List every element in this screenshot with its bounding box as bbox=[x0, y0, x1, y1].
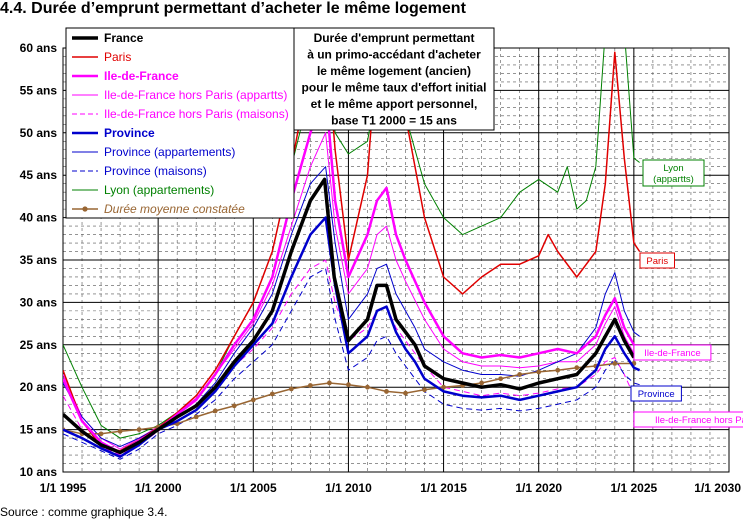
y-tick-label: 60 ans bbox=[20, 41, 58, 55]
series-lines bbox=[63, 48, 641, 460]
source-note: Source : comme graphique 3.4. bbox=[0, 505, 168, 519]
end-label-box bbox=[633, 344, 712, 361]
legend-box bbox=[65, 27, 295, 219]
note-box bbox=[293, 27, 495, 131]
end-label-text: Ile-de-France bbox=[644, 348, 701, 359]
legend-label: Province bbox=[104, 126, 155, 140]
legend-label: Lyon (appartements) bbox=[104, 183, 214, 197]
series-marker bbox=[327, 380, 332, 386]
legend-label: Paris bbox=[104, 50, 131, 64]
page-title: 4.4. Durée d’emprunt permettant d’achete… bbox=[0, 0, 466, 17]
end-label-text: Lyon bbox=[663, 163, 683, 174]
series-marker bbox=[536, 369, 542, 375]
y-axis-ticks: 10 ans 15 ans 20 ans 25 ans 30 ans 35 ans 40 a… bbox=[20, 41, 58, 479]
series-marker bbox=[269, 391, 275, 397]
y-tick-label: 20 ans bbox=[20, 380, 58, 394]
x-tick-label: 1/1 1995 bbox=[40, 481, 87, 495]
end-label-text: Province bbox=[638, 389, 675, 400]
y-tick-label: 50 ans bbox=[20, 126, 58, 140]
series-line-1 bbox=[63, 48, 641, 452]
y-tick-label: 55 ans bbox=[20, 83, 58, 97]
y-tick-label: 45 ans bbox=[20, 168, 58, 182]
end-label-box bbox=[630, 385, 682, 402]
y-tick-label: 35 ans bbox=[20, 253, 58, 267]
legend-label: Province (maisons) bbox=[104, 164, 207, 178]
series-marker bbox=[136, 427, 142, 432]
series-marker bbox=[384, 389, 389, 394]
y-tick-label: 40 ans bbox=[20, 211, 58, 225]
series-marker bbox=[612, 361, 618, 366]
note-line: et le même apport personnel, bbox=[311, 97, 478, 111]
series-marker bbox=[403, 390, 408, 396]
series-line-7 bbox=[63, 268, 640, 460]
chart-note: Durée d'emprunt permettant à un primo-acc… bbox=[293, 27, 495, 131]
end-label-text: (appartts) bbox=[653, 174, 694, 185]
series-marker bbox=[479, 380, 485, 386]
x-tick-label: 1/1 2015 bbox=[420, 481, 467, 495]
legend-label: Province (appartements) bbox=[104, 145, 235, 159]
end-label-box bbox=[639, 252, 675, 269]
note-line: Durée d'emprunt permettant bbox=[314, 31, 475, 45]
series-marker bbox=[555, 367, 561, 373]
series-marker bbox=[422, 387, 427, 393]
series-marker bbox=[307, 383, 313, 388]
series-marker bbox=[98, 431, 104, 437]
legend-label: Ile-de-France hors Paris (maisons) bbox=[104, 107, 289, 121]
legend: France Paris Ile-de-France Ile-de-France ho… bbox=[65, 27, 295, 219]
x-tick-label: 1/1 2030 bbox=[694, 481, 741, 495]
legend-label: France bbox=[104, 31, 144, 45]
series-marker bbox=[574, 365, 580, 371]
series-marker bbox=[117, 428, 123, 434]
series-marker bbox=[441, 384, 446, 390]
series-marker bbox=[288, 386, 294, 392]
note-line: à un primo-accédant d'acheter bbox=[307, 48, 481, 62]
series-marker bbox=[193, 414, 199, 420]
series-marker bbox=[250, 397, 256, 403]
legend-label: Ile-de-France hors Paris (appartts) bbox=[104, 88, 287, 102]
legend-label: Durée moyenne constatée bbox=[104, 202, 245, 216]
y-tick-label: 10 ans bbox=[20, 465, 58, 479]
series-marker bbox=[498, 376, 504, 382]
x-tick-label: 1/1 2005 bbox=[230, 481, 277, 495]
y-tick-label: 25 ans bbox=[20, 338, 58, 352]
series-marker bbox=[231, 403, 237, 409]
y-tick-label: 15 ans bbox=[20, 423, 58, 437]
series-end-labels: Paris Ile-de-France Ile-de-France hors Par… bbox=[630, 159, 743, 428]
series-marker bbox=[346, 382, 351, 388]
end-label-text: Ile-de-France hors Paris (maisons) bbox=[655, 415, 743, 426]
x-axis-ticks: 1/1 1995 1/1 2000 1/1 2005 1/1 2010 1/1 2015… bbox=[40, 481, 742, 495]
series-marker bbox=[212, 408, 218, 414]
x-tick-label: 1/1 2020 bbox=[515, 481, 562, 495]
series-marker bbox=[517, 372, 523, 377]
end-label-box bbox=[642, 159, 705, 187]
series-line-2 bbox=[63, 89, 641, 454]
end-label-box bbox=[633, 411, 743, 428]
y-tick-label: 30 ans bbox=[20, 295, 58, 309]
series-line-0 bbox=[63, 177, 636, 455]
legend-marker bbox=[82, 206, 88, 212]
x-tick-label: 1/1 2025 bbox=[610, 481, 657, 495]
series-marker bbox=[365, 384, 370, 390]
note-line: pour le même taux d'effort initial bbox=[302, 81, 487, 95]
note-line: le même logement (ancien) bbox=[317, 64, 471, 78]
note-line: base T1 2000 = 15 ans bbox=[331, 114, 457, 128]
end-label-text: Paris bbox=[646, 256, 668, 267]
x-tick-label: 1/1 2010 bbox=[325, 481, 372, 495]
x-tick-label: 1/1 2000 bbox=[135, 481, 182, 495]
series-line-5 bbox=[63, 216, 641, 458]
legend-label: Ile-de-France bbox=[104, 69, 179, 83]
